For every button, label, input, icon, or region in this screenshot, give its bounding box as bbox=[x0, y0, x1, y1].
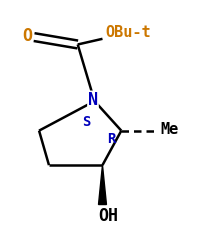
Text: S: S bbox=[82, 115, 90, 129]
Text: N: N bbox=[88, 91, 97, 109]
Text: O: O bbox=[22, 27, 32, 45]
Text: OBu-t: OBu-t bbox=[105, 25, 150, 40]
Text: OH: OH bbox=[98, 207, 118, 225]
Polygon shape bbox=[98, 165, 106, 204]
Text: R: R bbox=[107, 132, 115, 146]
Text: Me: Me bbox=[159, 123, 177, 137]
